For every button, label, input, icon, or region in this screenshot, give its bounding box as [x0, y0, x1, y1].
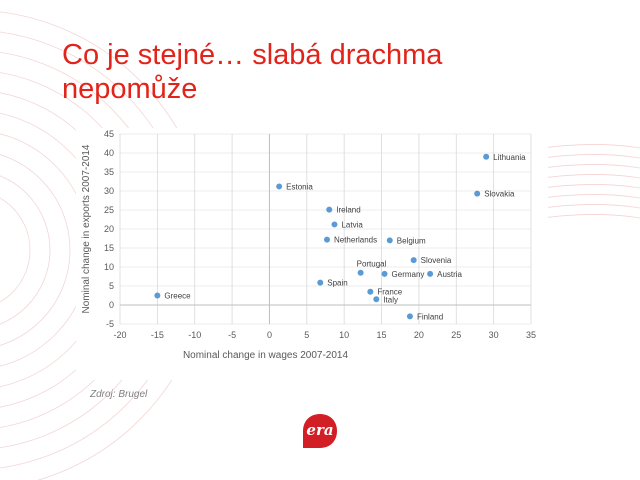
x-tick-label: 30 [489, 330, 499, 340]
slide-title-line-1: Co je stejné… slabá drachma [62, 39, 443, 71]
data-point-austria [427, 270, 434, 277]
x-tick-label: 15 [377, 330, 387, 340]
logo-badge-icon [303, 414, 337, 448]
y-tick-label: 20 [104, 224, 114, 234]
data-label-italy: Italy [383, 295, 398, 304]
data-point-finland [406, 313, 413, 320]
x-tick-label: -15 [151, 330, 164, 340]
data-point-estonia [276, 183, 283, 190]
data-label-netherlands: Netherlands [334, 236, 377, 245]
data-point-latvia [331, 221, 338, 228]
data-label-austria: Austria [437, 270, 462, 279]
slide-title-line-2: nepomůže [62, 73, 198, 105]
data-point-ireland [326, 206, 333, 213]
data-point-france [367, 288, 374, 295]
slide-title: Co je stejné… slabá drachma nepomůže [62, 38, 582, 106]
x-tick-label: -5 [228, 330, 236, 340]
x-tick-label: 35 [526, 330, 536, 340]
data-point-netherlands [323, 236, 330, 243]
data-label-belgium: Belgium [397, 236, 426, 245]
data-label-slovenia: Slovenia [421, 256, 452, 265]
y-tick-label: -5 [106, 319, 114, 329]
x-tick-label: 5 [304, 330, 309, 340]
source-note: Zdroj: Brugel [90, 389, 148, 400]
data-point-germany [381, 270, 388, 277]
x-axis-title: Nominal change in wages 2007-2014 [183, 350, 349, 361]
data-label-spain: Spain [327, 279, 347, 288]
x-tick-label: 0 [267, 330, 272, 340]
era-logo: era [302, 413, 338, 449]
data-label-lithuania: Lithuania [493, 153, 526, 162]
x-tick-label: 10 [339, 330, 349, 340]
y-tick-label: 5 [109, 281, 114, 291]
data-point-italy [373, 296, 380, 303]
chart-svg: -20 -15 -10 -5 0 5 10 15 20 25 30 35 -5 0 5 10 15 20 25 30 3… [81, 129, 536, 361]
x-tick-label: 25 [451, 330, 461, 340]
data-point-belgium [386, 237, 393, 244]
data-label-estonia: Estonia [286, 182, 313, 191]
data-point-portugal [357, 269, 364, 276]
data-point-slovakia [474, 190, 481, 197]
y-tick-label: 30 [104, 186, 114, 196]
y-tick-label: 10 [104, 262, 114, 272]
data-point-lithuania [483, 153, 490, 160]
data-point-spain [317, 279, 324, 286]
data-label-france: France [377, 288, 402, 297]
data-label-portugal: Portugal [357, 260, 387, 269]
data-label-ireland: Ireland [336, 206, 360, 215]
data-label-latvia: Latvia [341, 220, 363, 229]
x-tick-label: 20 [414, 330, 424, 340]
data-point-greece [154, 292, 161, 299]
y-tick-label: 15 [104, 243, 114, 253]
y-axis-title: Nominal change in exports 2007-2014 [81, 144, 92, 313]
data-label-germany: Germany [392, 270, 425, 279]
y-tick-label: 40 [104, 148, 114, 158]
data-label-slovakia: Slovakia [484, 190, 515, 199]
y-tick-label: 45 [104, 129, 114, 139]
y-tick-label: 25 [104, 205, 114, 215]
y-tick-label: 35 [104, 167, 114, 177]
scatter-chart: -20 -15 -10 -5 0 5 10 15 20 25 30 35 -5 0 5 10 15 20 25 30 3… [76, 128, 548, 380]
logo-text: era [306, 421, 334, 439]
y-tick-label: 0 [109, 300, 114, 310]
data-label-greece: Greece [164, 292, 191, 301]
x-tick-label: -20 [113, 330, 126, 340]
data-point-slovenia [410, 257, 417, 264]
data-label-finland: Finland [417, 312, 443, 321]
x-tick-label: -10 [188, 330, 201, 340]
